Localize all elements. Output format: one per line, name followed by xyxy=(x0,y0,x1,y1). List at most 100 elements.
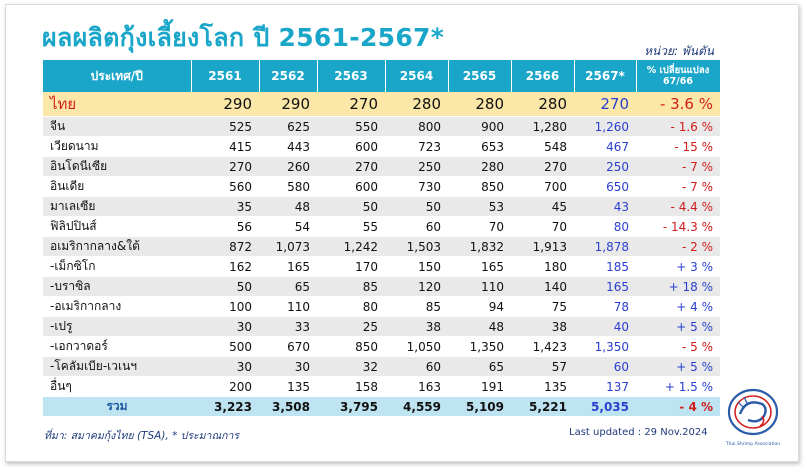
country-label: -โคลัมเบีย-เวเนฯ xyxy=(43,356,191,377)
cell-value: 65 xyxy=(448,356,511,377)
cell-value: 1,280 xyxy=(511,116,574,137)
cell-change: - 2 % xyxy=(636,236,720,257)
cell-value: 730 xyxy=(385,176,448,197)
cell-value: 110 xyxy=(259,296,317,317)
cell-2567: 80 xyxy=(574,216,636,237)
country-label: รวม xyxy=(43,396,191,417)
production-table: ประเทศ/ปี 2561 2562 2563 2564 2565 2566 2567*% … xyxy=(43,60,721,417)
cell-2567: 1,350 xyxy=(574,336,636,357)
cell-2567: 78 xyxy=(574,296,636,317)
table-row: จีน 525 625 550 800 900 1,280 1,260- 1.6 % xyxy=(43,116,720,137)
country-label: -บราซิล xyxy=(43,276,191,297)
cell-value: 600 xyxy=(317,136,385,157)
cell-value: 1,503 xyxy=(385,236,448,257)
cell-2567: 60 xyxy=(574,356,636,377)
cell-value: 872 xyxy=(191,236,259,257)
cell-value: 54 xyxy=(259,216,317,237)
cell-value: 150 xyxy=(385,256,448,277)
cell-value: 3,795 xyxy=(317,396,385,417)
table-row: -อเมริกากลาง 100 110 80 85 94 75 78 + 4 % xyxy=(43,296,720,317)
cell-value: 1,913 xyxy=(511,236,574,257)
cell-2567: 250 xyxy=(574,156,636,177)
cell-value: 3,223 xyxy=(191,396,259,417)
cell-value: 5,109 xyxy=(448,396,511,417)
cell-value: 191 xyxy=(448,376,511,397)
cell-2567: 185 xyxy=(574,256,636,277)
table-row: เวียดนาม 415 443 600 723 653 548 467- 15 % xyxy=(43,136,720,157)
table-row: อินโดนีเซีย 270 260 270 250 280 270 250- 7 % xyxy=(43,156,720,177)
table-row: -เม็กซิโก 162 165 170 150 165 180 185 + 3 % xyxy=(43,256,720,277)
country-label: อินโดนีเซีย xyxy=(43,156,191,177)
cell-value: 250 xyxy=(385,156,448,177)
cell-change: + 4 % xyxy=(636,296,720,317)
country-label: -เปรู xyxy=(43,316,191,337)
header-year: 2566 xyxy=(511,60,575,92)
cell-value: 50 xyxy=(385,196,448,217)
cell-change: - 7 % xyxy=(636,156,720,177)
cell-value: 110 xyxy=(448,276,511,297)
cell-2567: 650 xyxy=(574,176,636,197)
cell-value: 45 xyxy=(511,196,574,217)
cell-2567: 43 xyxy=(574,196,636,217)
cell-2567: 137 xyxy=(574,376,636,397)
country-label: -เอกวาดอร์ xyxy=(43,336,191,357)
cell-value: 70 xyxy=(448,216,511,237)
cell-value: 800 xyxy=(385,116,448,137)
thai-shrimp-association-logo-icon xyxy=(727,388,779,436)
cell-value: 50 xyxy=(317,196,385,217)
cell-value: 1,050 xyxy=(385,336,448,357)
header-pct-change: % เปลี่ยนแปลง 67/66 xyxy=(636,60,721,92)
cell-value: 1,423 xyxy=(511,336,574,357)
cell-change: - 1.6 % xyxy=(636,116,720,137)
cell-value: 55 xyxy=(317,216,385,237)
cell-value: 5,221 xyxy=(511,396,574,417)
cell-value: 443 xyxy=(259,136,317,157)
cell-value: 180 xyxy=(511,256,574,277)
cell-value: 723 xyxy=(385,136,448,157)
table-row: -โคลัมเบีย-เวเนฯ 30 30 32 60 65 57 60 + 5 % xyxy=(43,356,720,377)
cell-value: 1,350 xyxy=(448,336,511,357)
cell-value: 140 xyxy=(511,276,574,297)
cell-value: 70 xyxy=(511,216,574,237)
cell-value: 850 xyxy=(317,336,385,357)
cell-change: - 3.6 % xyxy=(636,92,720,117)
cell-value: 700 xyxy=(511,176,574,197)
cell-change: + 3 % xyxy=(636,256,720,277)
cell-value: 200 xyxy=(191,376,259,397)
cell-value: 56 xyxy=(191,216,259,237)
cell-value: 600 xyxy=(317,176,385,197)
cell-value: 4,559 xyxy=(385,396,448,417)
cell-value: 100 xyxy=(191,296,259,317)
cell-value: 280 xyxy=(448,156,511,177)
header-country: ประเทศ/ปี xyxy=(43,60,192,92)
cell-value: 53 xyxy=(448,196,511,217)
cell-2567: 1,878 xyxy=(574,236,636,257)
cell-value: 30 xyxy=(191,356,259,377)
cell-value: 415 xyxy=(191,136,259,157)
page-title: ผลผลิตกุ้งเลี้ยงโลก ปี 2561-2567* xyxy=(42,23,445,52)
cell-value: 50 xyxy=(191,276,259,297)
table-row: -เปรู 30 33 25 38 48 38 40 + 5 % xyxy=(43,316,720,337)
cell-value: 120 xyxy=(385,276,448,297)
cell-value: 48 xyxy=(259,196,317,217)
table-row: อื่นๆ 200 135 158 163 191 135 137 + 1.5 % xyxy=(43,376,720,397)
cell-value: 30 xyxy=(191,316,259,337)
header-year: 2567* xyxy=(574,60,637,92)
cell-value: 162 xyxy=(191,256,259,277)
cell-value: 1,073 xyxy=(259,236,317,257)
table-header-row: ประเทศ/ปี 2561 2562 2563 2564 2565 2566 2567*% … xyxy=(43,60,721,92)
cell-value: 80 xyxy=(317,296,385,317)
cell-change: - 4.4 % xyxy=(636,196,720,217)
cell-value: 1,242 xyxy=(317,236,385,257)
table-row: อเมริกากลาง&ใต้ 872 1,073 1,242 1,503 1,832 1,… xyxy=(43,236,720,257)
cell-2567: 165 xyxy=(574,276,636,297)
cell-value: 625 xyxy=(259,116,317,137)
logo-caption: Thai Shrimp Association xyxy=(725,442,781,447)
header-year: 2561 xyxy=(191,60,260,92)
cell-value: 525 xyxy=(191,116,259,137)
cell-value: 135 xyxy=(259,376,317,397)
cell-2567: 270 xyxy=(574,92,636,117)
table-row: มาเลเซีย 35 48 50 50 53 45 43- 4.4 % xyxy=(43,196,720,217)
country-label: มาเลเซีย xyxy=(43,196,191,217)
country-label: -อเมริกากลาง xyxy=(43,296,191,317)
